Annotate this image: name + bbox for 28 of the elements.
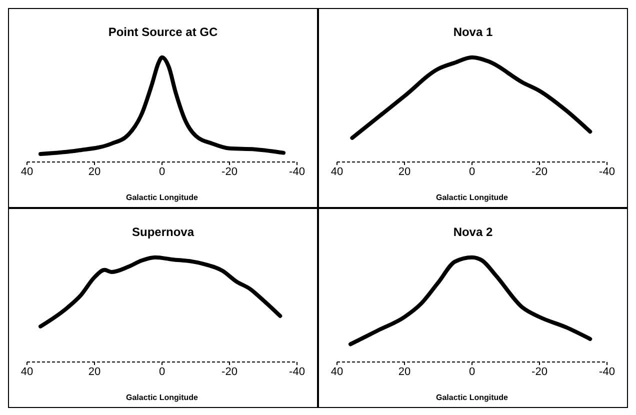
- x-tick-label: -40: [599, 366, 615, 378]
- x-tick-label: 0: [468, 366, 476, 378]
- x-tick-label: -20: [222, 166, 238, 178]
- x-tick-label: 20: [88, 166, 101, 178]
- x-tick-label: -40: [289, 166, 305, 178]
- x-tick-label: 40: [20, 366, 34, 378]
- x-tick-label: -20: [532, 366, 548, 378]
- chart-title: Point Source at GC: [107, 25, 219, 39]
- x-tick-label: 20: [88, 366, 101, 378]
- x-tick-label: 0: [158, 366, 166, 378]
- x-tick-label: 20: [398, 366, 411, 378]
- x-tick-label: -40: [289, 366, 305, 378]
- x-tick-label: -20: [532, 166, 548, 178]
- x-tick-label: -20: [222, 366, 238, 378]
- x-axis-title: Galactic Longitude: [436, 193, 509, 202]
- x-tick-label: 0: [158, 166, 166, 178]
- x-tick-label: 0: [468, 166, 476, 178]
- x-axis-title: Galactic Longitude: [126, 193, 199, 202]
- chart-title: Nova 1: [452, 25, 494, 39]
- chart-title: Nova 2: [452, 225, 494, 239]
- x-tick-label: 40: [330, 166, 344, 178]
- x-axis-title: Galactic Longitude: [436, 393, 509, 402]
- chart-title: Supernova: [130, 225, 196, 239]
- x-tick-label: 40: [20, 166, 34, 178]
- x-axis-title: Galactic Longitude: [126, 393, 199, 402]
- x-tick-label: 40: [330, 366, 344, 378]
- x-tick-label: 20: [398, 166, 411, 178]
- x-tick-label: -40: [599, 166, 615, 178]
